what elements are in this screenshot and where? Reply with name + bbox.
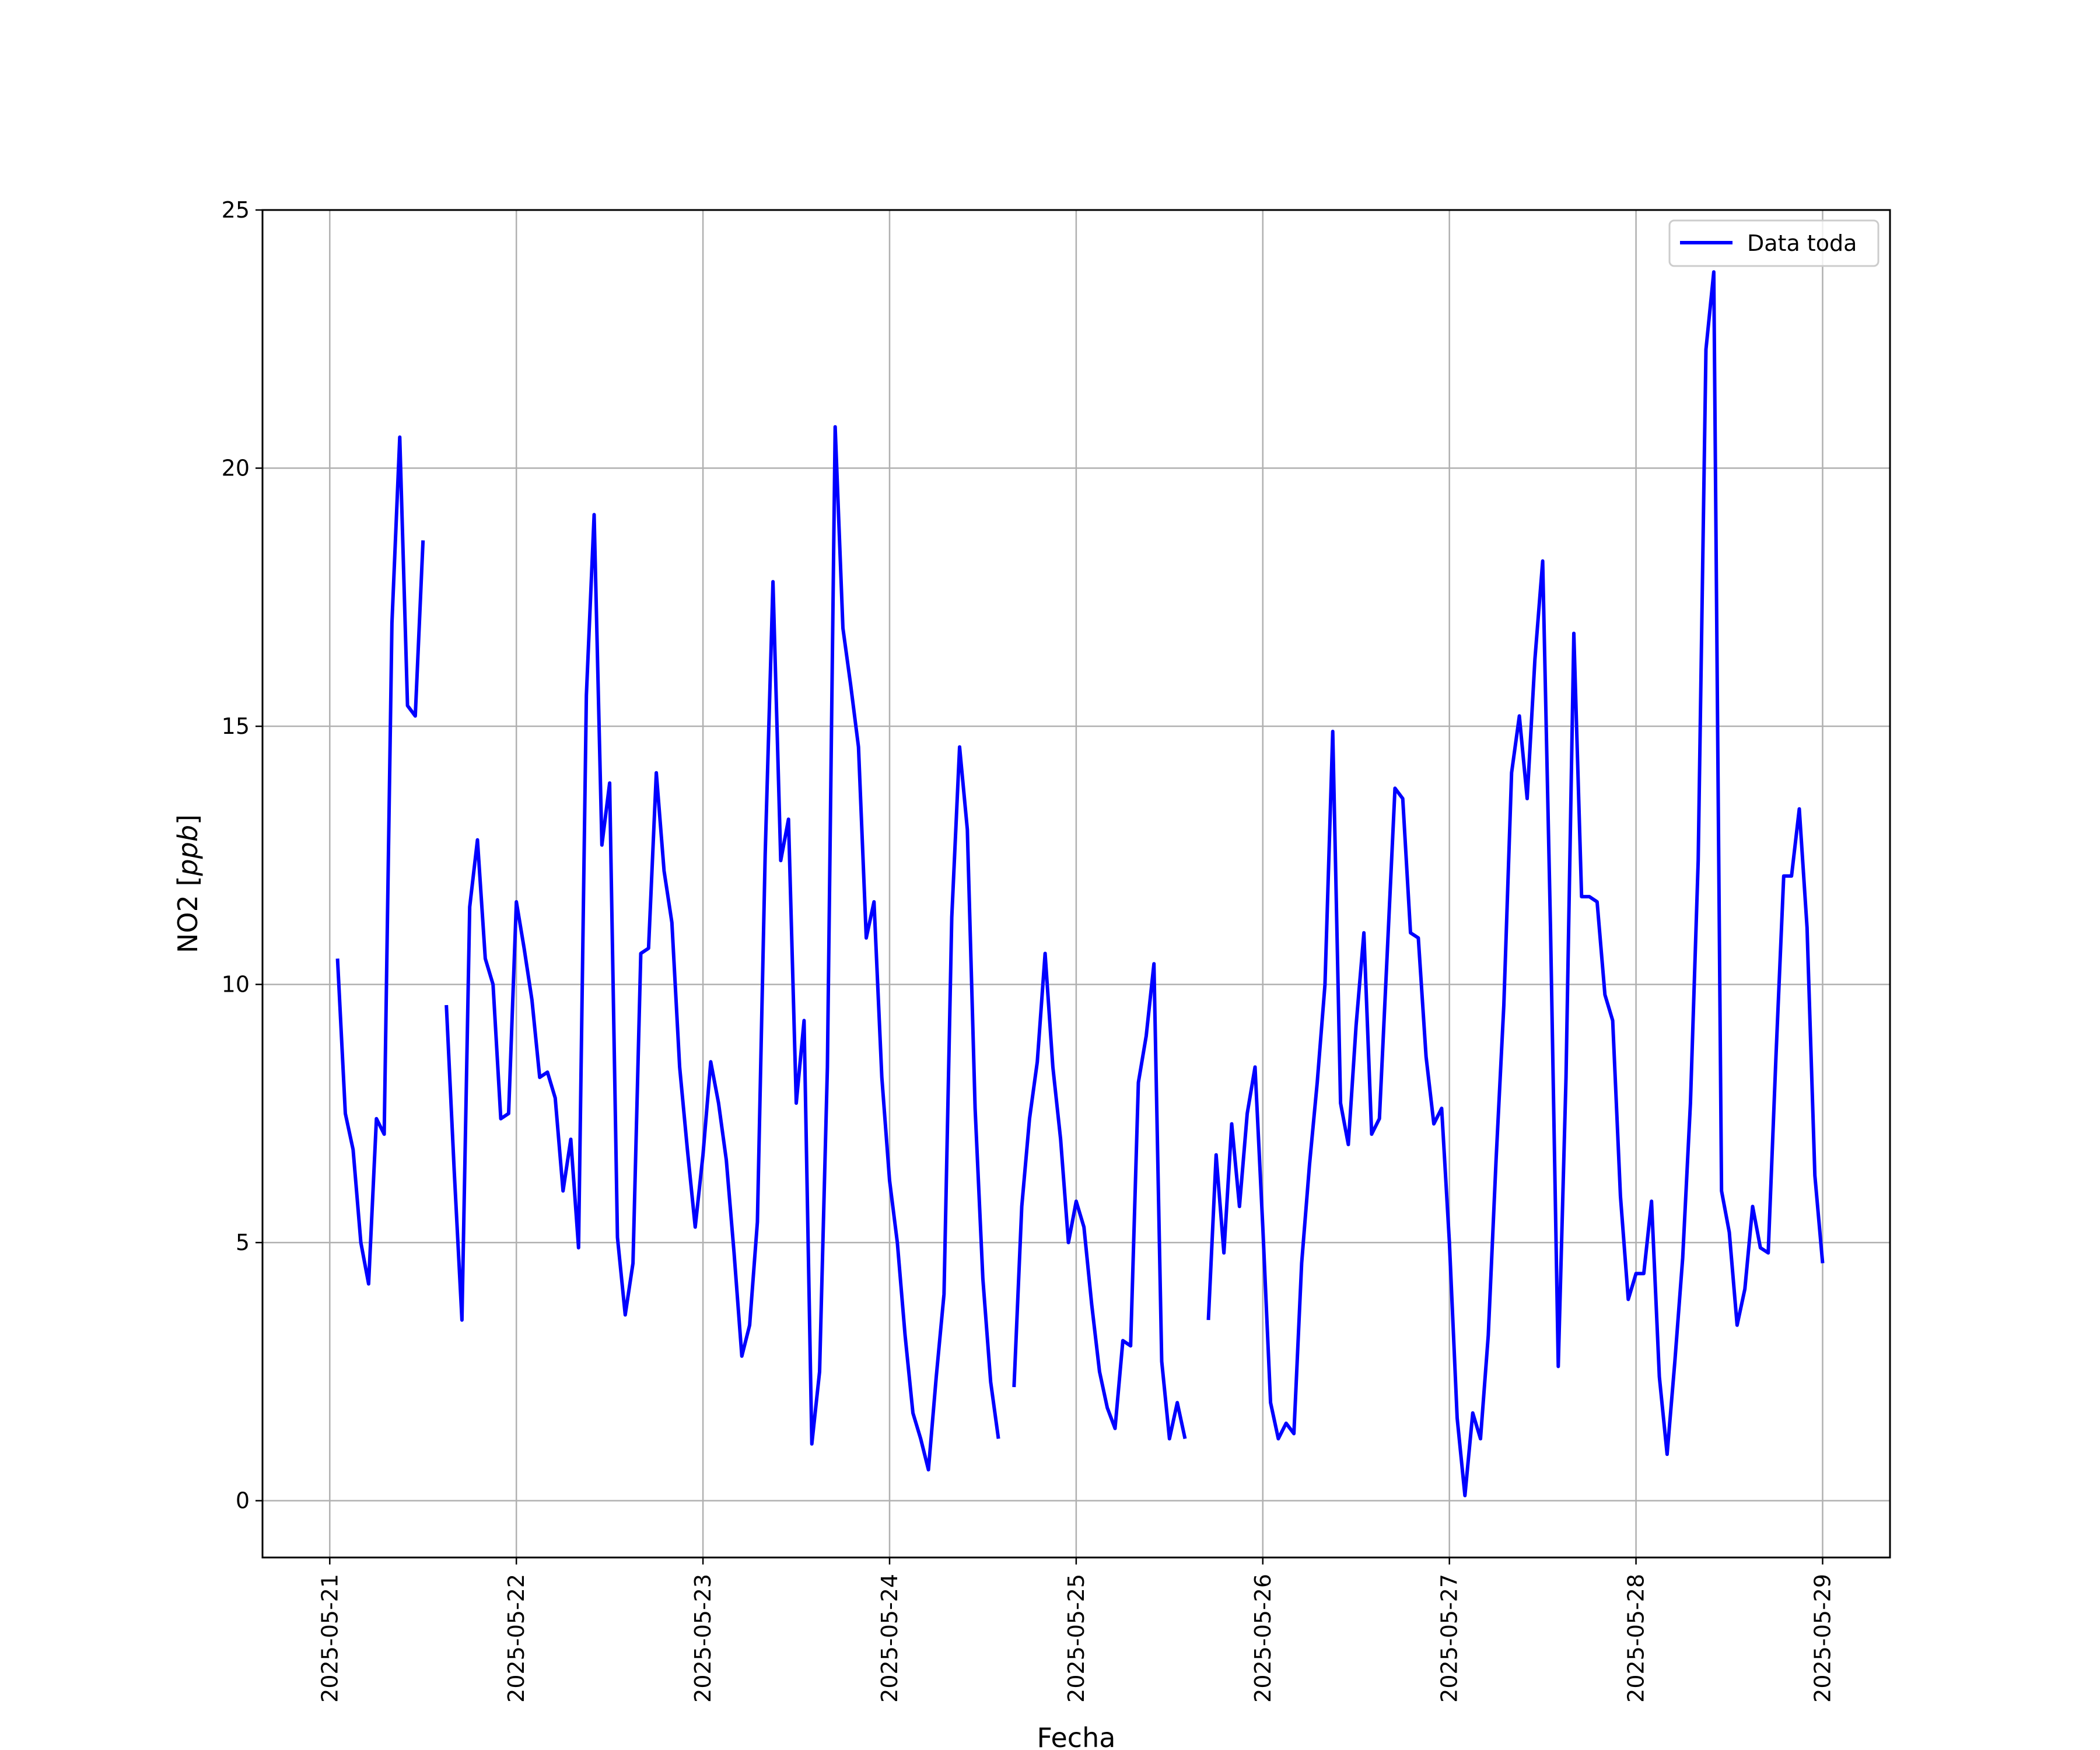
series-line-segment	[1206, 270, 1825, 1497]
series-line-segment	[335, 435, 425, 1286]
y-axis-label: NO2 [ppb]	[172, 814, 204, 953]
y-axis-label-close: ]	[172, 814, 204, 825]
x-tick-label: 2025-05-28	[1623, 1574, 1649, 1703]
x-tick-label: 2025-05-26	[1250, 1574, 1276, 1703]
x-gridlines	[329, 210, 1824, 1558]
series-layer	[335, 270, 1825, 1497]
x-tick-label: 2025-05-25	[1063, 1574, 1089, 1703]
series-line-segment	[1012, 951, 1187, 1441]
legend-label-data-toda: Data toda	[1747, 230, 1857, 256]
x-tick-label: 2025-05-27	[1437, 1574, 1462, 1703]
x-axis-ticks: 2025-05-21 2025-05-22 2025-05-23 2025-05-24…	[317, 1558, 1835, 1703]
x-axis-label: Fecha	[1037, 1722, 1116, 1750]
x-tick-label: 2025-05-24	[877, 1574, 902, 1703]
x-tick-label: 2025-05-22	[503, 1574, 529, 1703]
y-tick-label: 10	[222, 972, 250, 998]
y-axis-label-unit: ppb	[172, 825, 204, 877]
y-axis-ticks: 0 5 10 15 20 25	[222, 197, 262, 1514]
y-axis-label-text: NO2 [	[172, 876, 204, 953]
x-tick-label: 2025-05-29	[1810, 1574, 1835, 1703]
legend: Data toda	[1668, 219, 1880, 267]
x-tick-label: 2025-05-21	[317, 1574, 342, 1703]
series-line-segment	[444, 425, 1000, 1472]
y-tick-label: 0	[236, 1488, 250, 1514]
y-tick-label: 5	[236, 1230, 250, 1255]
y-tick-label: 20	[222, 456, 250, 481]
y-tick-label: 25	[222, 197, 250, 223]
legend-box	[1668, 219, 1880, 267]
y-tick-label: 15	[222, 713, 250, 739]
x-tick-label: 2025-05-23	[690, 1574, 716, 1703]
